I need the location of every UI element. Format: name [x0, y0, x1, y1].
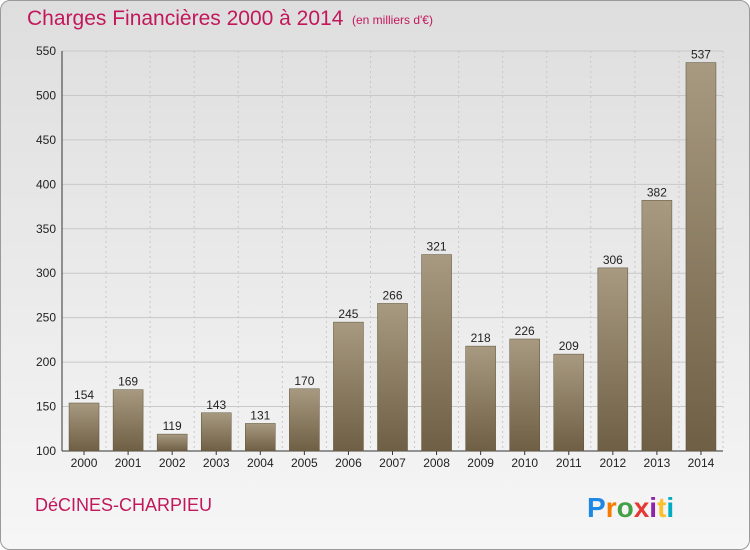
data-label-2007: 266: [382, 288, 402, 302]
x-tick-label: 2009: [467, 456, 494, 470]
data-label-2012: 306: [603, 253, 623, 267]
svg-text:Proxiti: Proxiti: [587, 492, 674, 523]
x-tick-label: 2010: [511, 456, 538, 470]
data-label-2005: 170: [294, 374, 314, 388]
x-tick-label: 2008: [423, 456, 450, 470]
y-tick-label: 550: [36, 44, 56, 58]
data-label-2001: 169: [118, 375, 138, 389]
x-tick-label: 2007: [379, 456, 406, 470]
x-tick-label: 2000: [71, 456, 98, 470]
bar-2010: [509, 338, 540, 452]
x-tick-label: 2013: [644, 456, 671, 470]
data-label-2008: 321: [427, 240, 447, 254]
x-tick-label: 2011: [556, 456, 582, 470]
y-tick-label: 300: [36, 266, 56, 280]
bar-2000: [68, 402, 100, 452]
data-label-2000: 154: [74, 388, 94, 402]
y-tick-label: 200: [36, 355, 56, 369]
y-tick-label: 450: [36, 133, 56, 147]
x-tick-label: 2003: [203, 456, 230, 470]
x-tick-label: 2002: [159, 456, 186, 470]
bar-2003: [200, 412, 232, 452]
data-label-2014: 537: [691, 48, 711, 62]
data-label-2011: 209: [559, 339, 579, 353]
bar-2006: [333, 321, 364, 452]
x-tick-label: 2014: [688, 456, 715, 470]
data-label-2004: 131: [250, 408, 270, 422]
bar-2005: [289, 388, 320, 452]
chart-title: Charges Financières 2000 à 2014: [27, 7, 344, 30]
data-label-2009: 218: [471, 331, 491, 345]
y-tick-label: 500: [36, 88, 56, 102]
bar-2014: [685, 62, 717, 452]
bar-2007: [377, 303, 408, 452]
bar-2009: [465, 345, 496, 452]
data-label-2003: 143: [206, 398, 226, 412]
labels: 100 150 200 250 300 350 400 450 500 550 154 2000 169…: [36, 44, 715, 470]
bar-2013: [641, 200, 673, 452]
data-label-2002: 119: [163, 419, 182, 433]
x-tick-label: 2006: [335, 456, 362, 470]
x-tick-label: 2005: [291, 456, 318, 470]
chart-unit: (en milliers d'€): [352, 13, 433, 27]
city-name: DéCINES-CHARPIEU: [35, 495, 213, 515]
bar-2011: [553, 353, 585, 452]
data-label-2010: 226: [515, 324, 535, 338]
bar-2004: [245, 423, 276, 452]
x-tick-label: 2004: [247, 456, 274, 470]
bars: [68, 62, 717, 452]
x-tick-label: 2012: [599, 456, 626, 470]
bar-2002: [156, 433, 188, 452]
y-tick-label: 100: [36, 444, 56, 458]
y-tick-label: 350: [36, 222, 56, 236]
data-label-2006: 245: [338, 307, 358, 321]
proxiti-logo: Proxiti: [587, 492, 674, 523]
bar-2008: [421, 254, 452, 452]
y-tick-label: 250: [36, 311, 56, 325]
bar-2012: [597, 267, 629, 452]
y-tick-label: 150: [36, 400, 56, 414]
y-tick-label: 400: [36, 177, 56, 191]
x-tick-label: 2001: [115, 456, 142, 470]
bar-2001: [112, 389, 144, 452]
data-label-2013: 382: [647, 185, 667, 199]
